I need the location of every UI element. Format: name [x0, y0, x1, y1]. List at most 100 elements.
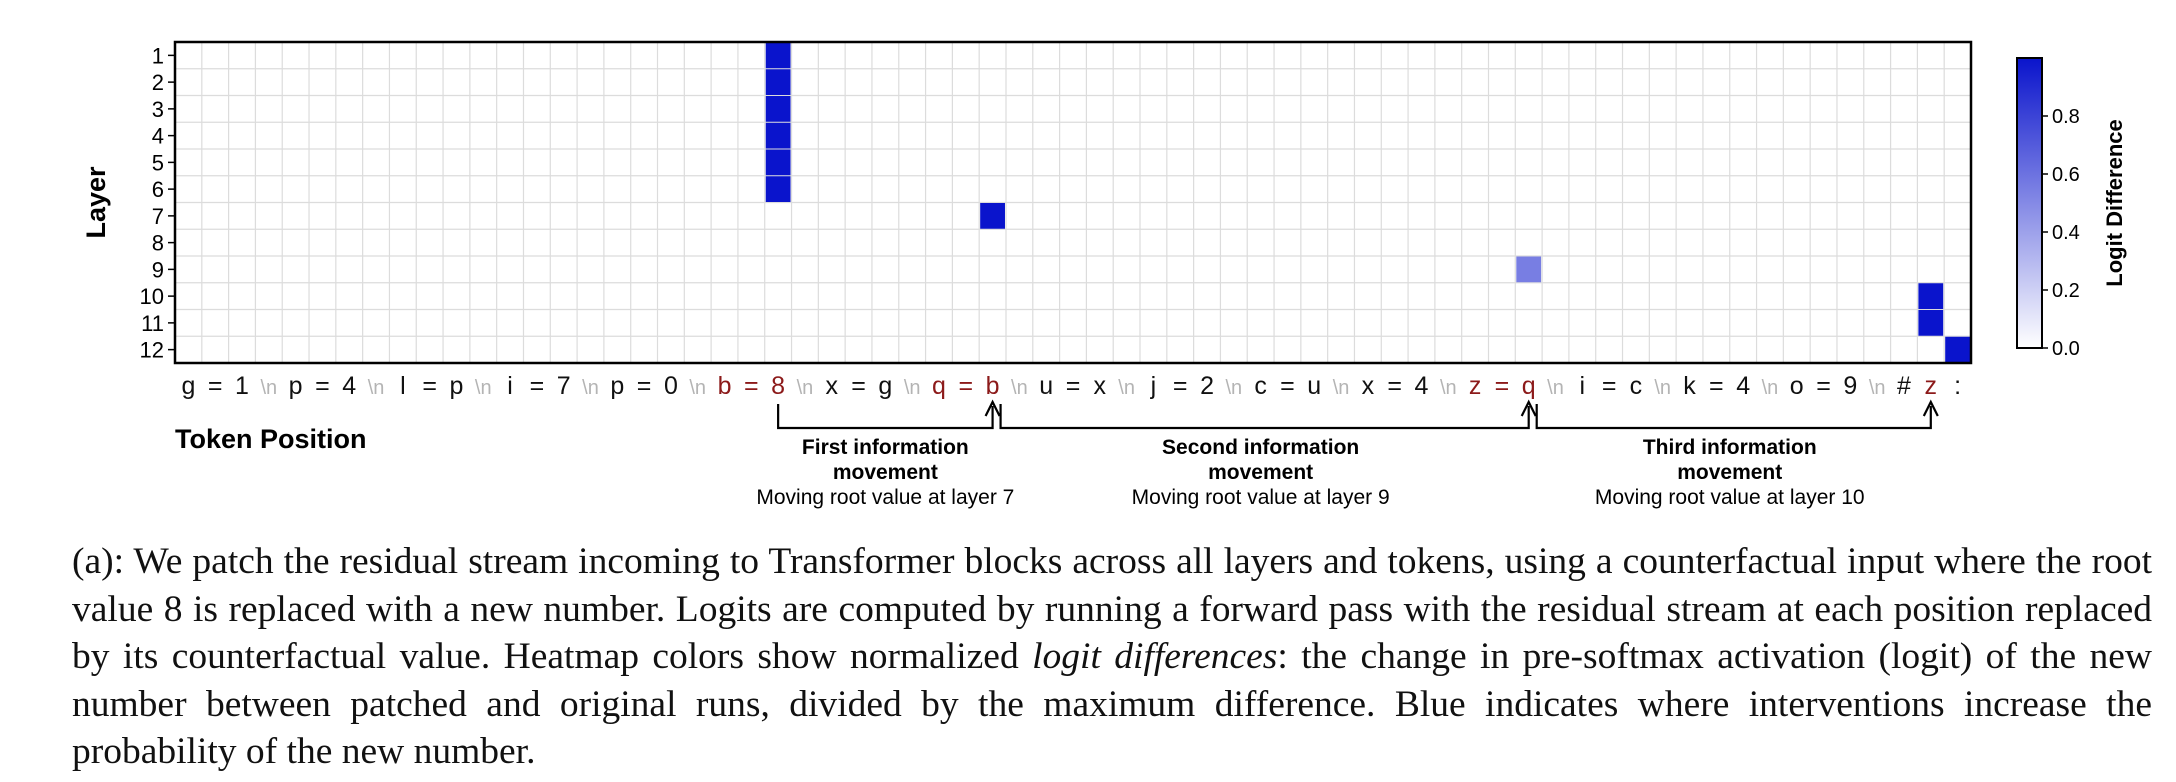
annotation-text: Moving root value at layer 9: [1132, 486, 1390, 509]
x-token-label: j: [1150, 372, 1157, 400]
x-token-label: 9: [1843, 372, 1857, 400]
x-token-label: p: [289, 372, 303, 400]
x-token-label: c: [1630, 372, 1643, 400]
x-token-label: i: [1580, 372, 1586, 400]
colorbar-tick-label: 0.0: [2052, 338, 2080, 360]
annotation-arrowhead: [1520, 399, 1537, 417]
heatmap-cell: [765, 96, 791, 122]
heatmap-grid: [175, 42, 1971, 363]
y-tick-label: 3: [152, 97, 164, 122]
x-token-label: z: [1469, 372, 1482, 400]
x-token-label: \n: [475, 377, 492, 399]
x-axis-label: Token Position: [175, 424, 367, 454]
x-token-label: \n: [582, 377, 599, 399]
y-tick-label: 2: [152, 70, 164, 95]
x-token-label: x: [825, 372, 838, 400]
y-tick-label: 10: [140, 284, 164, 309]
x-token-label: 4: [1415, 372, 1429, 400]
x-token-label: 7: [557, 372, 571, 400]
x-token-label: \n: [904, 377, 921, 399]
caption-text-end: : the change in pre-softmax activation (…: [72, 636, 2152, 772]
x-token-label: 0: [664, 372, 678, 400]
plot-frame: [173, 40, 1973, 365]
x-token-label: o: [1790, 372, 1804, 400]
x-token-label: k: [1683, 372, 1696, 400]
x-token-label: 2: [1200, 372, 1214, 400]
x-token-label: \n: [1762, 377, 1779, 399]
caption-emphasis: logit differences: [1032, 636, 1278, 677]
annotation-bracket: [1535, 404, 1932, 430]
y-tick-label: 9: [152, 257, 164, 282]
x-token-label: \n: [260, 377, 277, 399]
annotation-text: First information: [802, 436, 969, 459]
colorbar-tick-label: 0.6: [2052, 164, 2080, 186]
x-token-label: \n: [368, 377, 385, 399]
x-token-label: \n: [689, 377, 706, 399]
x-token-label: #: [1897, 372, 1911, 400]
x-token-label: p: [450, 372, 464, 400]
annotation-text: Moving root value at layer 7: [756, 486, 1014, 509]
heatmap-cell: [1945, 336, 1970, 363]
x-token-label: \n: [1333, 377, 1350, 399]
x-token-label: =: [1709, 372, 1724, 400]
x-token-label: =: [744, 372, 759, 400]
x-token-label: c: [1254, 372, 1267, 400]
y-tick-label: 4: [152, 124, 164, 149]
x-token-label: q: [1522, 372, 1536, 400]
x-token-label: g: [878, 372, 892, 400]
x-token-label: =: [851, 372, 866, 400]
figure-caption: (a): We patch the residual stream incomi…: [72, 538, 2152, 776]
x-token-label: x: [1094, 372, 1107, 400]
x-token-label: 1: [235, 372, 249, 400]
y-tick-label: 1: [152, 43, 164, 68]
x-token-label: u: [1039, 372, 1053, 400]
x-token-label: 4: [342, 372, 356, 400]
annotation-arrowhead: [984, 399, 1001, 417]
heatmap-cell: [1516, 256, 1542, 283]
x-token-label: =: [958, 372, 973, 400]
x-token-label: =: [637, 372, 652, 400]
x-token-label: =: [208, 372, 223, 400]
x-token-label: u: [1307, 372, 1321, 400]
x-token-label: \n: [1654, 377, 1671, 399]
y-tick-label: 8: [152, 231, 164, 256]
annotation-arrowhead: [1922, 399, 1939, 417]
x-token-label: b: [718, 372, 732, 400]
x-token-label: =: [1280, 372, 1295, 400]
x-token-label: \n: [1547, 377, 1564, 399]
annotation-text: movement: [1208, 461, 1313, 484]
x-token-label: =: [1173, 372, 1188, 400]
heatmap-cell: [765, 149, 791, 176]
x-token-label: b: [986, 372, 1000, 400]
colorbar-tick-label: 0.2: [2052, 280, 2080, 302]
heatmap-cell: [765, 42, 791, 69]
x-token-label: q: [932, 372, 946, 400]
y-tick-label: 11: [141, 311, 164, 336]
heatmap-cell: [765, 176, 791, 202]
x-token-label: i: [507, 372, 513, 400]
colorbar-tick-label: 0.4: [2052, 222, 2080, 244]
x-axis-token-labels: g = 1 \n p = 4 \n l = p \n i = 7 \n p = 0 \n b = 8 \n x = g \n q = b \n…: [181, 372, 1961, 400]
x-token-label: =: [1066, 372, 1081, 400]
annotation-text: movement: [1677, 461, 1782, 484]
heatmap-cell: [1918, 310, 1944, 336]
heatmap-cell: [1918, 283, 1944, 309]
annotation-text: Third information: [1643, 436, 1817, 459]
x-token-label: z: [1925, 372, 1938, 400]
caption-text: (a): We patch the residual stream incomi…: [72, 541, 2152, 677]
y-tick-label: 7: [152, 204, 164, 229]
y-tick-label: 6: [152, 177, 164, 202]
colorbar-ticks: 0.0 0.2 0.4 0.6 0.8: [2042, 106, 2080, 360]
x-token-label: \n: [1011, 377, 1028, 399]
x-token-label: =: [1602, 372, 1617, 400]
annotation-bracket: [999, 404, 1530, 430]
x-token-label: :: [1954, 372, 1961, 400]
x-token-label: p: [610, 372, 624, 400]
x-token-label: \n: [1869, 377, 1886, 399]
x-token-label: \n: [1118, 377, 1135, 399]
x-token-label: g: [181, 372, 195, 400]
annotation-bracket: [777, 404, 994, 430]
annotation-text: Second information: [1162, 436, 1359, 459]
